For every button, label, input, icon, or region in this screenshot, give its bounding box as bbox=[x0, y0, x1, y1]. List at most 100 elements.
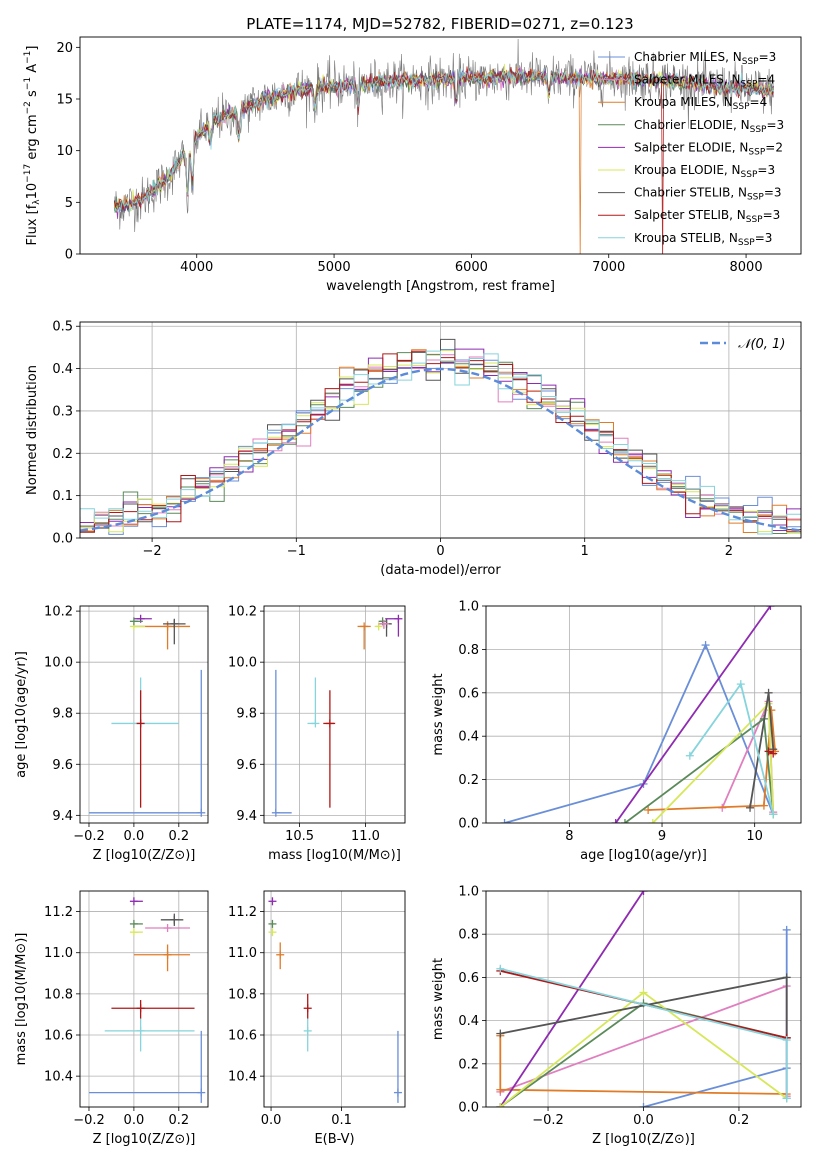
x-tick-label: 0.2 bbox=[729, 1113, 750, 1128]
weights-weight-vs-age bbox=[500, 606, 780, 823]
x-axis-label: Z [log10(Z/Z⊙)] bbox=[592, 1132, 695, 1147]
x-tick-label: 0.0 bbox=[124, 829, 145, 844]
x-tick-label: 9 bbox=[658, 829, 666, 844]
x-tick-label: −1 bbox=[287, 544, 306, 559]
y-tick-label: 0.8 bbox=[458, 643, 479, 658]
legend-label: Chabrier ELODIE, NSSP=3 bbox=[634, 118, 784, 135]
y-tick-label: 0.6 bbox=[458, 686, 479, 701]
legend-label: Kroupa ELODIE, NSSP=3 bbox=[634, 163, 775, 180]
legend-label: Chabrier STELIB, NSSP=3 bbox=[634, 186, 782, 203]
axes-frame bbox=[79, 36, 802, 255]
y-tick-label: 10.8 bbox=[44, 987, 73, 1002]
errorbars-age-vs-Z bbox=[88, 614, 206, 817]
y-tick-label: 11.2 bbox=[228, 905, 257, 920]
weight-line bbox=[689, 681, 775, 815]
y-tick-label: 0.8 bbox=[458, 928, 479, 943]
y-tick-label: 10.0 bbox=[44, 656, 73, 671]
y-tick-label: 0.6 bbox=[458, 971, 479, 986]
axes-age-vs-Z: −0.2 0.0 0.2 9.4 9.6 9.8 10.0 10.2 bbox=[44, 605, 208, 844]
axes-frame bbox=[79, 605, 209, 824]
legend-label: Chabrier MILES, NSSP=3 bbox=[634, 50, 776, 67]
x-tick-label: 0.2 bbox=[168, 829, 189, 844]
y-tick-label: 0.2 bbox=[52, 447, 73, 462]
weights-weight-vs-Z bbox=[496, 891, 791, 1107]
y-axis-label: Normed distribution bbox=[25, 365, 40, 495]
axes-frame bbox=[263, 605, 406, 824]
x-tick-label: −2 bbox=[143, 544, 162, 559]
spectrum-model-line bbox=[113, 66, 774, 254]
legend-label: Kroupa STELIB, NSSP=3 bbox=[634, 231, 772, 248]
errorbars-age-vs-mass bbox=[271, 614, 403, 817]
x-axis-label: Z [log10(Z/Z⊙)] bbox=[93, 1132, 196, 1147]
axes-frame bbox=[485, 605, 802, 824]
legend-label: 𝒩(0, 1) bbox=[738, 337, 785, 352]
y-tick-label: 0.1 bbox=[52, 489, 73, 504]
x-tick-label: −0.2 bbox=[532, 1113, 564, 1128]
x-tick-label: 0.1 bbox=[331, 1113, 352, 1128]
axes-age-vs-mass: 10.5 11.0 9.4 9.6 9.8 10.0 10.2 bbox=[228, 605, 405, 844]
y-tick-label: 10 bbox=[56, 144, 73, 159]
legend-label: Kroupa MILES, NSSP=4 bbox=[634, 95, 767, 112]
spectrum-data-line bbox=[114, 38, 774, 233]
y-tick-label: 0.3 bbox=[52, 404, 73, 419]
x-tick-label: 11.0 bbox=[351, 829, 380, 844]
spectrum-legend: Chabrier MILES, NSSP=3 Salpeter MILES, NS… bbox=[598, 50, 784, 248]
y-tick-label: 0.5 bbox=[52, 320, 73, 335]
x-tick-label: 7000 bbox=[592, 260, 625, 275]
y-axis-label: mass weight bbox=[431, 673, 446, 755]
x-axis-label: E(B-V) bbox=[314, 1132, 354, 1147]
axes-frame bbox=[485, 890, 802, 1108]
y-axis-label: mass [log10(M/M⊙)] bbox=[14, 933, 29, 1066]
x-axis-label: mass [log10(M/M⊙)] bbox=[268, 848, 401, 863]
y-axis-label: mass weight bbox=[431, 958, 446, 1040]
x-tick-label: 8 bbox=[565, 829, 573, 844]
x-axis-label: wavelength [Angstrom, rest frame] bbox=[326, 279, 555, 294]
y-tick-label: 10.6 bbox=[44, 1029, 73, 1044]
y-tick-label: 11.0 bbox=[228, 946, 257, 961]
y-tick-label: 1.0 bbox=[458, 885, 479, 900]
y-tick-label: 5 bbox=[65, 196, 73, 211]
y-tick-label: 11.2 bbox=[44, 905, 73, 920]
x-tick-label: 0.0 bbox=[633, 1113, 654, 1128]
y-tick-label: 0.2 bbox=[458, 1057, 479, 1072]
y-tick-label: 11.0 bbox=[44, 946, 73, 961]
spectrum-model-line bbox=[113, 70, 774, 213]
y-tick-label: 9.4 bbox=[52, 809, 73, 824]
x-axis-label: age [log10(age/yr)] bbox=[580, 848, 707, 863]
y-axis-label: Flux [fλ10−17 erg cm−2 s−1 A−1] bbox=[23, 46, 42, 246]
y-tick-label: 10.4 bbox=[44, 1070, 73, 1085]
legend-label: Salpeter ELODIE, NSSP=2 bbox=[634, 140, 783, 157]
axes-frame bbox=[79, 890, 209, 1108]
weight-line bbox=[643, 929, 788, 1107]
y-tick-label: 0.0 bbox=[458, 1101, 479, 1116]
spectrum-traces bbox=[113, 38, 774, 254]
y-tick-label: 0.4 bbox=[458, 1014, 479, 1029]
x-axis-label: Z [log10(Z/Z⊙)] bbox=[93, 848, 196, 863]
y-tick-label: 9.8 bbox=[236, 707, 257, 722]
x-tick-label: 5000 bbox=[318, 260, 351, 275]
axes-frame bbox=[263, 890, 406, 1108]
residual-histograms bbox=[80, 338, 801, 535]
x-tick-label: −0.2 bbox=[73, 829, 105, 844]
x-tick-label: 1 bbox=[581, 544, 589, 559]
x-tick-label: −0.2 bbox=[73, 1113, 105, 1128]
normal-curve bbox=[80, 367, 801, 532]
axes-mass-vs-EBV: 0.0 0.1 10.4 10.6 10.8 11.0 11.2 bbox=[228, 891, 405, 1128]
y-tick-label: 1.0 bbox=[458, 600, 479, 615]
x-tick-label: 6000 bbox=[455, 260, 488, 275]
x-tick-label: 10.5 bbox=[285, 829, 314, 844]
errorbars-mass-vs-Z bbox=[88, 897, 206, 1103]
x-tick-label: 8000 bbox=[730, 260, 763, 275]
legend-label: Salpeter MILES, NSSP=4 bbox=[634, 73, 775, 90]
weight-line bbox=[504, 642, 775, 823]
figure-title: PLATE=1174, MJD=52782, FIBERID=0271, z=0… bbox=[246, 15, 633, 33]
x-tick-label: 2 bbox=[725, 544, 733, 559]
y-tick-label: 9.6 bbox=[236, 758, 257, 773]
y-tick-label: 0.0 bbox=[458, 817, 479, 832]
x-tick-label: 0.0 bbox=[124, 1113, 145, 1128]
axes-spectrum: 4000 5000 6000 7000 8000 0 5 10 15 20 bbox=[56, 41, 762, 275]
legend-label: Salpeter STELIB, NSSP=3 bbox=[634, 208, 780, 225]
y-tick-label: 9.4 bbox=[236, 809, 257, 824]
x-tick-label: 0.0 bbox=[261, 1113, 282, 1128]
